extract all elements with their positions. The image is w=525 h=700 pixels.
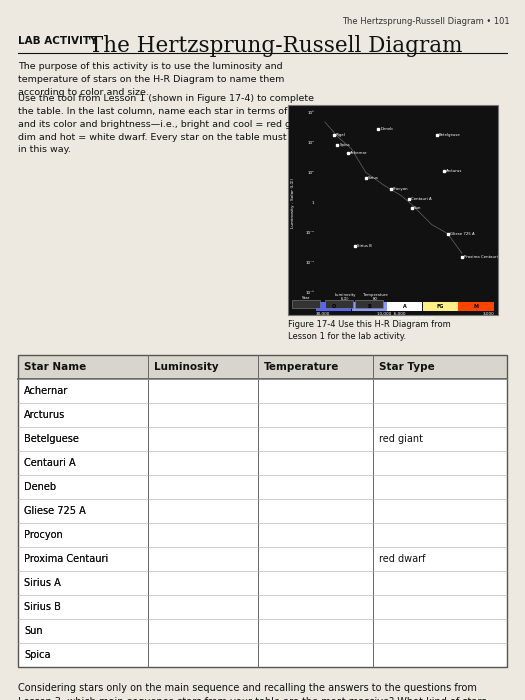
Bar: [352, 302, 387, 311]
Text: Deneb: Deneb: [380, 127, 393, 131]
Text: red dwarf: red dwarf: [379, 554, 425, 564]
Text: Arcturus: Arcturus: [24, 410, 65, 420]
Bar: [18, 355, 507, 379]
Bar: [423, 302, 458, 311]
Text: FG: FG: [437, 304, 444, 309]
Text: Gliese 725 A: Gliese 725 A: [450, 232, 475, 236]
Text: Star: Star: [302, 296, 310, 300]
Bar: [18, 355, 507, 667]
Text: Centauri A: Centauri A: [411, 197, 431, 202]
Text: M: M: [474, 304, 479, 309]
Text: 1: 1: [311, 201, 314, 205]
Bar: [18, 355, 507, 667]
Text: Rigel: Rigel: [336, 132, 345, 137]
Text: Temperature: Temperature: [264, 362, 339, 372]
Text: Arcturus: Arcturus: [24, 410, 65, 420]
Text: red giant: red giant: [379, 434, 423, 444]
Bar: [292, 300, 320, 308]
Text: Spica: Spica: [24, 650, 50, 660]
Text: 10⁻⁴: 10⁻⁴: [305, 261, 314, 265]
Text: 10⁻²: 10⁻²: [305, 231, 314, 235]
Text: Deneb: Deneb: [24, 482, 56, 492]
Text: Spica: Spica: [24, 650, 50, 660]
Text: Proxima Centauri: Proxima Centauri: [464, 255, 498, 259]
Text: Achernar: Achernar: [24, 386, 68, 396]
Text: Luminosity: Luminosity: [154, 362, 218, 372]
Text: Procyon: Procyon: [24, 530, 63, 540]
Text: Spica: Spica: [339, 144, 350, 148]
Text: 10⁶: 10⁶: [307, 111, 314, 115]
Text: Considering stars only on the main sequence and recalling the answers to the que: Considering stars only on the main seque…: [18, 683, 487, 700]
Bar: [325, 300, 353, 308]
Bar: [316, 302, 351, 311]
Text: Sun: Sun: [24, 626, 43, 636]
Text: Star Type: Star Type: [379, 362, 435, 372]
Text: Sun: Sun: [24, 626, 43, 636]
Text: Sirius: Sirius: [368, 176, 379, 180]
Text: LAB ACTIVITY: LAB ACTIVITY: [18, 36, 98, 46]
Text: Gliese 725 A: Gliese 725 A: [24, 506, 86, 516]
Text: Sirius B: Sirius B: [24, 602, 61, 612]
Text: Star Name: Star Name: [24, 362, 86, 372]
Text: Sirius B: Sirius B: [24, 602, 61, 612]
Text: Centauri A: Centauri A: [24, 458, 76, 468]
Text: 30,000: 30,000: [316, 312, 330, 316]
Text: Temperature
(K): Temperature (K): [363, 293, 387, 301]
Text: Sun: Sun: [414, 206, 422, 211]
Text: Betelgeuse: Betelgeuse: [439, 132, 461, 137]
Text: Arcturus: Arcturus: [446, 169, 463, 173]
Text: Achernar: Achernar: [350, 150, 367, 155]
Text: The purpose of this activity is to use the luminosity and
temperature of stars o: The purpose of this activity is to use t…: [18, 62, 285, 97]
Text: The Hertzsprung-Russell Diagram • 101: The Hertzsprung-Russell Diagram • 101: [342, 17, 510, 26]
Text: Deneb: Deneb: [24, 482, 56, 492]
Text: Sirius A: Sirius A: [24, 578, 61, 588]
Bar: [355, 300, 383, 308]
Text: Surface Temperature (Kelvin): Surface Temperature (Kelvin): [375, 316, 435, 320]
Text: Centauri A: Centauri A: [24, 458, 76, 468]
Text: Luminosity - Solar (L☉): Luminosity - Solar (L☉): [291, 178, 295, 228]
Bar: [288, 105, 498, 315]
Text: 3,000: 3,000: [482, 312, 494, 316]
Text: 10⁴: 10⁴: [307, 141, 314, 145]
Text: Figure 17-4 Use this H-R Diagram from
Lesson 1 for the lab activity.: Figure 17-4 Use this H-R Diagram from Le…: [288, 320, 451, 341]
Text: O: O: [332, 304, 336, 309]
Text: Procyon: Procyon: [393, 187, 408, 190]
Bar: [387, 302, 422, 311]
Text: Proxima Centauri: Proxima Centauri: [24, 554, 108, 564]
Text: Betelguese: Betelguese: [24, 434, 79, 444]
Bar: [458, 302, 493, 311]
Text: 10⁻⁶: 10⁻⁶: [305, 291, 314, 295]
Text: Achernar: Achernar: [24, 386, 68, 396]
Text: Betelguese: Betelguese: [24, 434, 79, 444]
Text: Procyon: Procyon: [24, 530, 63, 540]
Text: 10,000  6,000: 10,000 6,000: [376, 312, 405, 316]
Text: Proxima Centauri: Proxima Centauri: [24, 554, 108, 564]
Text: Luminosity
(L☉): Luminosity (L☉): [334, 293, 356, 301]
Text: Sirius A: Sirius A: [24, 578, 61, 588]
Text: A: A: [403, 304, 407, 309]
Text: 10²: 10²: [307, 171, 314, 175]
Text: Use the tool from Lesson 1 (shown in Figure 17-4) to complete
the table. In the : Use the tool from Lesson 1 (shown in Fig…: [18, 94, 338, 155]
Text: B: B: [368, 304, 371, 309]
Text: The Hertzsprung-Russell Diagram: The Hertzsprung-Russell Diagram: [82, 35, 463, 57]
Text: Gliese 725 A: Gliese 725 A: [24, 506, 86, 516]
Text: Sirius B: Sirius B: [357, 244, 372, 248]
